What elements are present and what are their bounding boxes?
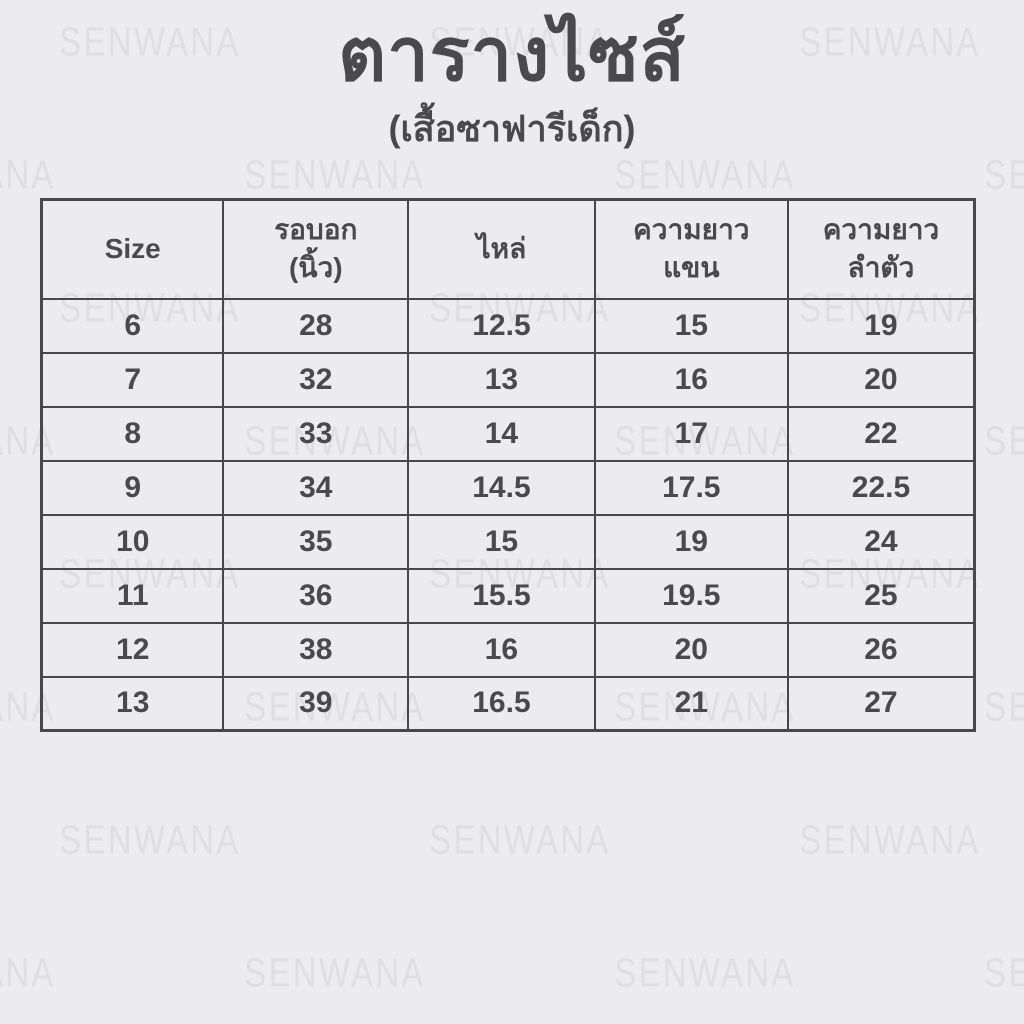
senwana-watermark: SENWANA xyxy=(984,949,1024,996)
table-cell: 19 xyxy=(786,297,976,354)
table-cell: 16 xyxy=(407,621,596,678)
senwana-watermark: SENWANA xyxy=(244,151,426,198)
senwana-watermark: SENWANA xyxy=(429,816,611,863)
table-cell: 7 xyxy=(40,351,225,408)
header-size: Size xyxy=(40,198,225,300)
table-cell: 33 xyxy=(222,405,410,462)
senwana-watermark: SENWANA xyxy=(244,949,426,996)
header-sleeve-length: ความยาว แขน xyxy=(593,198,789,300)
senwana-watermark: SENWANA xyxy=(984,151,1024,198)
table-cell: 13 xyxy=(407,351,596,408)
senwana-watermark: SENWANA xyxy=(799,18,981,65)
senwana-watermark: SENWANA xyxy=(984,417,1024,464)
table-row-size-8: 8 33 14 17 22 xyxy=(40,405,976,462)
table-cell: 34 xyxy=(222,459,410,516)
table-body: 6 28 12.5 15 19 7 32 13 16 20 8 33 14 17… xyxy=(40,297,976,732)
table-cell: 25 xyxy=(786,567,976,624)
senwana-watermark: SENWANA xyxy=(0,151,56,198)
table-cell: 16 xyxy=(593,351,789,408)
table-row-size-13: 13 39 16.5 21 27 xyxy=(40,675,976,732)
table-cell: 20 xyxy=(786,351,976,408)
table-cell: 9 xyxy=(40,459,225,516)
table-cell: 21 xyxy=(593,675,789,732)
senwana-watermark: SENWANA xyxy=(59,18,241,65)
table-cell: 13 xyxy=(40,675,225,732)
table-cell: 14 xyxy=(407,405,596,462)
table-cell: 8 xyxy=(40,405,225,462)
table-cell: 27 xyxy=(786,675,976,732)
table-cell: 14.5 xyxy=(407,459,596,516)
size-table: Size รอบอก (นิ้ว) ไหล่ ความยาว แขน ความย… xyxy=(40,198,976,732)
table-cell: 22.5 xyxy=(786,459,976,516)
table-cell: 15 xyxy=(407,513,596,570)
table-row-size-9: 9 34 14.5 17.5 22.5 xyxy=(40,459,976,516)
table-cell: 15 xyxy=(593,297,789,354)
senwana-watermark: SENWANA xyxy=(59,816,241,863)
table-cell: 35 xyxy=(222,513,410,570)
senwana-watermark: SENWANA xyxy=(984,683,1024,730)
table-cell: 39 xyxy=(222,675,410,732)
table-cell: 36 xyxy=(222,567,410,624)
table-cell: 16.5 xyxy=(407,675,596,732)
table-cell: 22 xyxy=(786,405,976,462)
table-cell: 17 xyxy=(593,405,789,462)
page-subtitle: (เสื้อซาฟารีเด็ก) xyxy=(388,107,636,149)
table-cell: 15.5 xyxy=(407,567,596,624)
table-cell: 24 xyxy=(786,513,976,570)
senwana-watermark: SENWANA xyxy=(614,151,796,198)
table-cell: 12 xyxy=(40,621,225,678)
table-row-size-11: 11 36 15.5 19.5 25 xyxy=(40,567,976,624)
table-cell: 6 xyxy=(40,297,225,354)
table-cell: 19.5 xyxy=(593,567,789,624)
table-cell: 32 xyxy=(222,351,410,408)
table-cell: 11 xyxy=(40,567,225,624)
table-cell: 26 xyxy=(786,621,976,678)
table-row-size-7: 7 32 13 16 20 xyxy=(40,351,976,408)
table-cell: 28 xyxy=(222,297,410,354)
senwana-watermark: SENWANA xyxy=(429,18,611,65)
table-cell: 20 xyxy=(593,621,789,678)
header-chest-inches: รอบอก (นิ้ว) xyxy=(222,198,410,300)
table-cell: 10 xyxy=(40,513,225,570)
senwana-watermark: SENWANA xyxy=(0,949,56,996)
table-cell: 38 xyxy=(222,621,410,678)
page-title: ตารางไซส์ xyxy=(338,13,686,96)
table-row-size-12: 12 38 16 20 26 xyxy=(40,621,976,678)
senwana-watermark: SENWANA xyxy=(799,816,981,863)
table-cell: 12.5 xyxy=(407,297,596,354)
table-row-size-10: 10 35 15 19 24 xyxy=(40,513,976,570)
table-cell: 19 xyxy=(593,513,789,570)
table-cell: 17.5 xyxy=(593,459,789,516)
header-body-length: ความยาว ลำตัว xyxy=(786,198,976,300)
header-shoulder: ไหล่ xyxy=(407,198,596,300)
table-row-size-6: 6 28 12.5 15 19 xyxy=(40,297,976,354)
senwana-watermark: SENWANA xyxy=(614,949,796,996)
table-header-row: Size รอบอก (นิ้ว) ไหล่ ความยาว แขน ความย… xyxy=(40,198,976,300)
